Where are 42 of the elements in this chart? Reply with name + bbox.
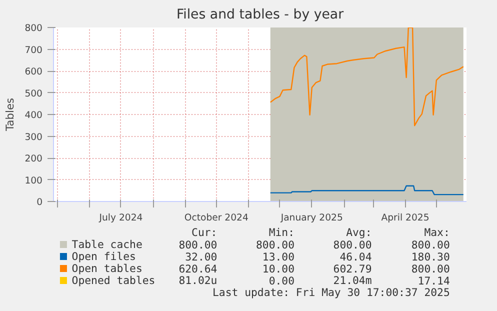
text: Avg: xyxy=(346,226,372,239)
text: 800.00 xyxy=(411,238,450,252)
text: 800.00 xyxy=(333,238,372,252)
chart-title: Files and tables - by year xyxy=(176,8,344,22)
legend-label: Open files xyxy=(72,250,136,263)
line-series xyxy=(270,185,464,196)
text: 10.00 xyxy=(262,262,294,276)
text: 800.00 xyxy=(256,238,294,252)
text: 81.02u xyxy=(178,274,218,287)
y-tick-label: 700 xyxy=(24,44,43,56)
y-tick-label: 200 xyxy=(24,154,43,164)
text: 17.14 xyxy=(418,274,450,288)
y-axis-title: Tables xyxy=(4,98,17,132)
text: 180.30 xyxy=(411,250,450,264)
x-tick-label: July 2024 xyxy=(98,212,143,224)
text: 800.00 xyxy=(411,262,450,276)
legend-label: Opened tables xyxy=(72,274,156,287)
text: 13.00 xyxy=(262,250,294,264)
text: 620.64 xyxy=(178,262,218,276)
text: 46.04 xyxy=(340,250,372,264)
text: 0.00 xyxy=(268,274,294,288)
text: Cur: xyxy=(192,226,218,239)
x-tick-label: January 2025 xyxy=(280,212,343,224)
y-tick-label: 800 xyxy=(24,23,43,34)
text: 800.00 xyxy=(178,238,218,252)
text: Max: xyxy=(424,226,450,239)
text: 602.79 xyxy=(333,262,372,276)
y-tick-label: 600 xyxy=(24,66,43,78)
text: Min: xyxy=(268,226,294,239)
x-tick-label: October 2024 xyxy=(184,212,248,224)
y-tick-label: 0 xyxy=(36,197,43,208)
y-tick-label: 100 xyxy=(24,175,43,186)
legend-label: Open tables xyxy=(72,262,142,275)
text: 21.04m xyxy=(333,274,372,287)
legend-label: Table cache xyxy=(72,238,142,251)
y-tick-label: 400 xyxy=(24,110,43,121)
y-tick-label: 500 xyxy=(24,88,43,100)
text: 32.00 xyxy=(185,250,218,264)
line-series xyxy=(270,28,464,126)
text: Last update: Fri May 30 17:00:37 2025 xyxy=(212,286,450,299)
x-tick-label: April 2025 xyxy=(381,212,430,224)
y-tick-label: 300 xyxy=(24,132,43,143)
